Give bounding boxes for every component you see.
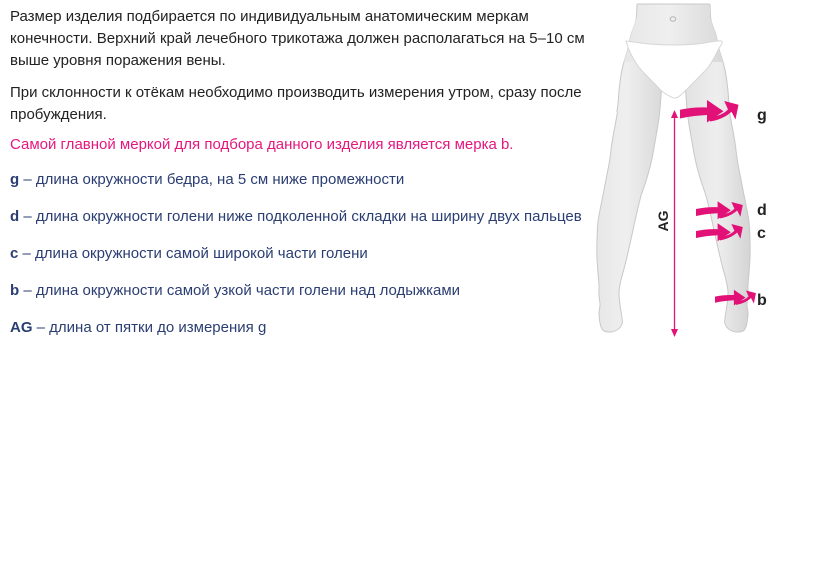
svg-text:AG: AG [655,210,671,231]
svg-text:d: d [757,202,767,219]
svg-text:b: b [757,292,767,309]
svg-text:g: g [757,107,767,124]
svg-text:c: c [757,225,766,242]
